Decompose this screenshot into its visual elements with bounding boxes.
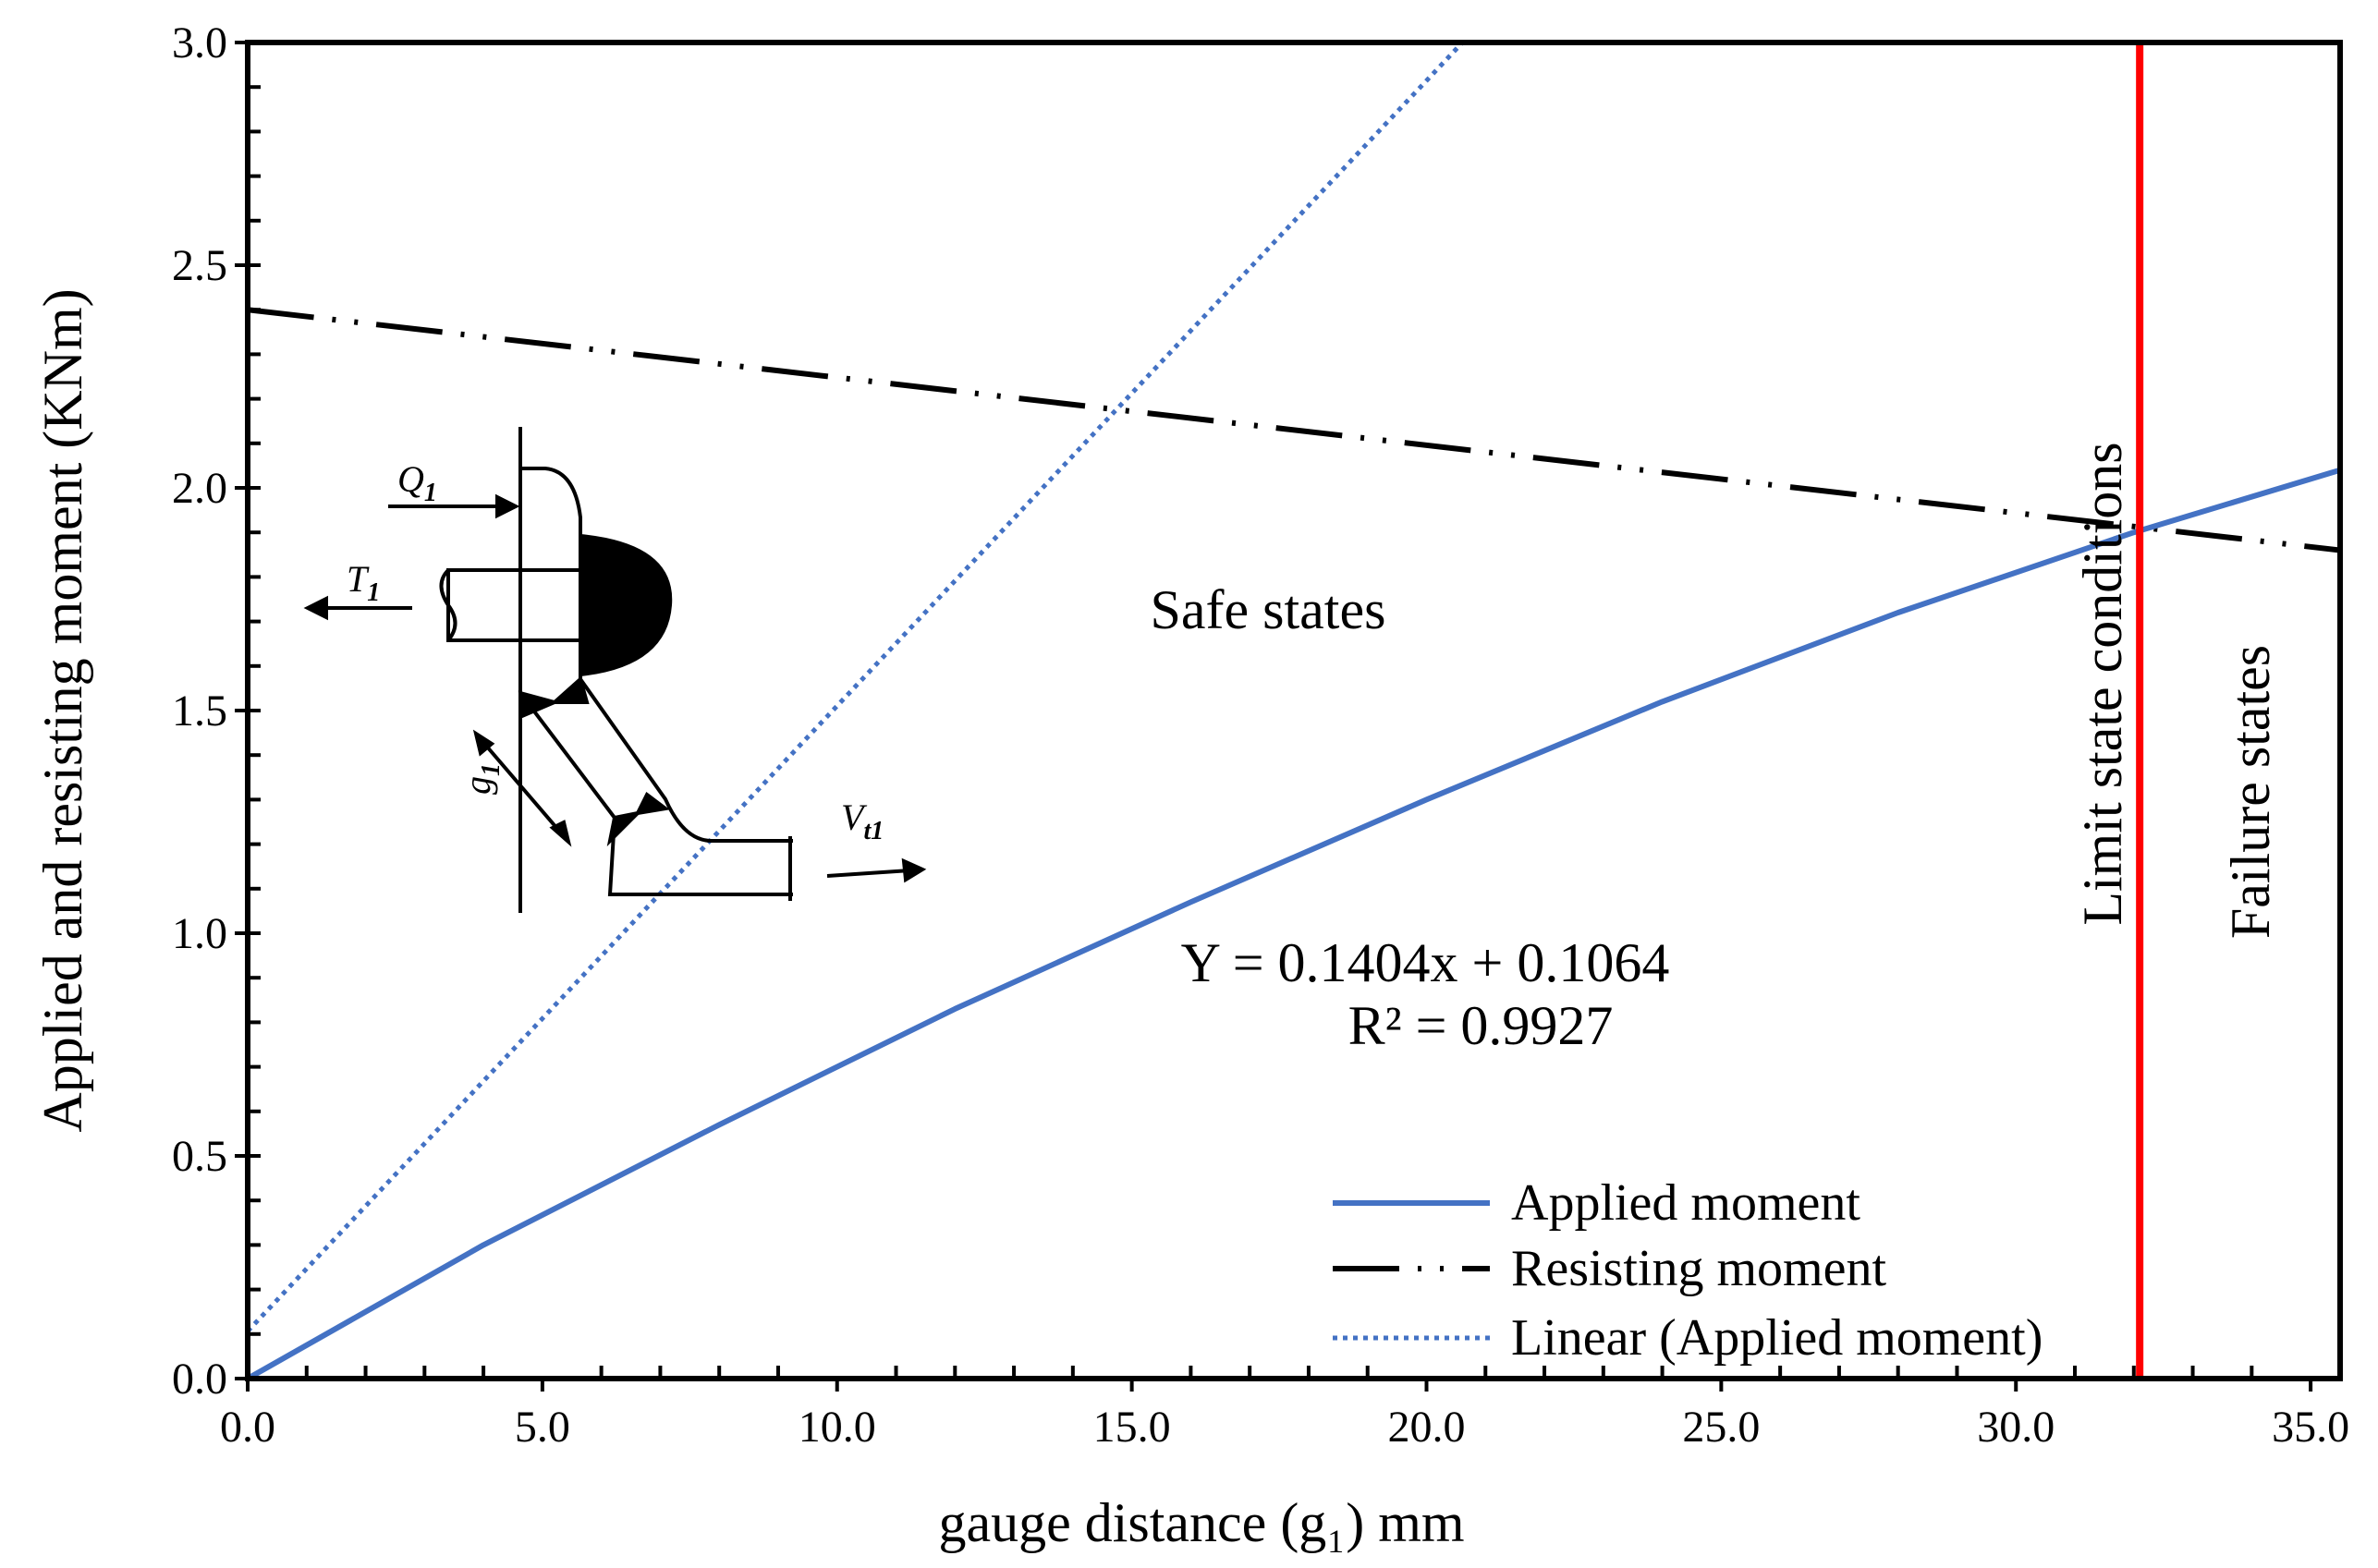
equation-label: Y = 0.1404x + 0.1064 bbox=[1181, 932, 1670, 993]
series-line-resisting-moment bbox=[248, 307, 2340, 553]
diagram-v-arrow bbox=[826, 869, 911, 878]
diagram-weld-3 bbox=[606, 809, 644, 847]
diagram-g-arrowhead-top bbox=[472, 729, 495, 757]
safe-states-label: Safe states bbox=[1151, 579, 1386, 640]
x-tick-label: 0.0 bbox=[220, 1403, 275, 1452]
diagram-g-arrowhead-bottom bbox=[549, 820, 572, 847]
x-tick-label: 20.0 bbox=[1387, 1403, 1465, 1452]
x-tick-label: 10.0 bbox=[799, 1403, 876, 1452]
diagram-bolt-shank bbox=[446, 568, 582, 642]
diagram-g-dimension bbox=[479, 737, 566, 838]
series-line-linear-applied-moment bbox=[248, 43, 1466, 1333]
diagram-t-arrowhead bbox=[303, 595, 328, 621]
diagram-q-label: Q1 bbox=[397, 458, 437, 507]
diagram-weld-4 bbox=[634, 791, 670, 816]
diagram-angle bbox=[518, 640, 793, 896]
failure-states-label: Failure states bbox=[2220, 645, 2281, 939]
series-layer bbox=[248, 43, 2340, 1379]
y-tick-label: 1.0 bbox=[172, 909, 227, 958]
diagram-weld-2 bbox=[549, 675, 590, 704]
diagram-bolt-head bbox=[520, 467, 582, 573]
diagram-q-arrowhead bbox=[495, 493, 520, 519]
limit-state-label: Limit state conditions bbox=[2072, 442, 2133, 925]
x-tick-label: 35.0 bbox=[2272, 1403, 2349, 1452]
legend-label-applied: Applied moment bbox=[1511, 1174, 1860, 1232]
diagram-t-label: T1 bbox=[347, 558, 380, 607]
legend: Applied moment Resisting moment Linear (… bbox=[1333, 1174, 2043, 1367]
x-tick-label: 5.0 bbox=[515, 1403, 570, 1452]
y-tick-labels: 0.0 0.5 1.0 1.5 2.0 2.5 3.0 bbox=[172, 18, 227, 1404]
plot-frame bbox=[245, 40, 2343, 1381]
legend-label-linear: Linear (Applied moment) bbox=[1511, 1309, 2043, 1367]
y-tick-label: 0.0 bbox=[172, 1355, 227, 1404]
diagram-g-label: g1 bbox=[457, 763, 506, 795]
y-tick-label: 0.5 bbox=[172, 1132, 227, 1181]
r-squared-label: R² = 0.9927 bbox=[1348, 995, 1614, 1056]
series-line-applied-moment bbox=[248, 467, 2340, 1379]
diagram-labels: Q1 T1 Vt1 g1 bbox=[347, 458, 884, 845]
y-tick-label: 1.5 bbox=[172, 687, 227, 735]
y-tick-label: 2.5 bbox=[172, 241, 227, 290]
x-tick-label: 30.0 bbox=[1977, 1403, 2055, 1452]
y-axis-title: Applied and resisting moment (KNm) bbox=[32, 288, 93, 1132]
diagram-nut bbox=[579, 533, 673, 677]
diagram-v-label: Vt1 bbox=[841, 796, 884, 845]
x-tick-label: 25.0 bbox=[1682, 1403, 1760, 1452]
diagram-weld-1 bbox=[518, 690, 561, 719]
x-axis-title: gauge distance (g₁) mm bbox=[938, 1492, 1464, 1553]
y-tick-label: 3.0 bbox=[172, 18, 227, 67]
y-tick-label: 2.0 bbox=[172, 464, 227, 513]
legend-label-resisting: Resisting moment bbox=[1511, 1240, 1886, 1297]
x-tick-label: 15.0 bbox=[1093, 1403, 1171, 1452]
diagram-shank-break bbox=[439, 568, 457, 642]
diagram-v-arrowhead bbox=[901, 857, 927, 883]
x-tick-labels: 0.0 5.0 10.0 15.0 20.0 25.0 30.0 35.0 bbox=[220, 1403, 2349, 1452]
axis-ticks bbox=[235, 41, 2313, 1392]
connection-diagram bbox=[303, 427, 927, 913]
